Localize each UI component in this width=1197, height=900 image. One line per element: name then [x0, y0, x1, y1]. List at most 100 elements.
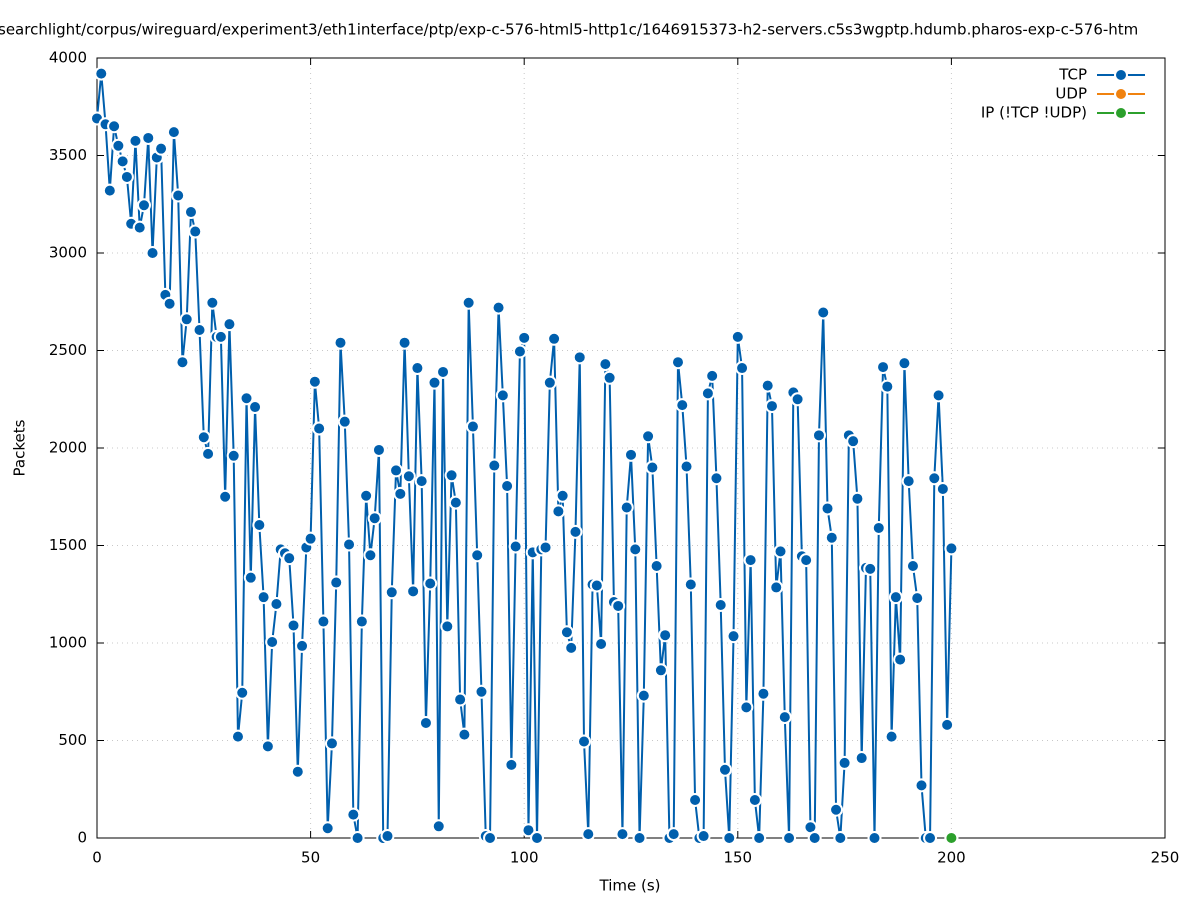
data-point [342, 537, 357, 552]
data-point [243, 570, 258, 585]
data-point [645, 460, 660, 475]
data-point [295, 638, 310, 653]
data-point [303, 531, 318, 546]
data-point [641, 429, 656, 444]
data-point [371, 442, 386, 457]
data-point [470, 548, 485, 563]
y-tick-label: 0 [77, 829, 87, 847]
y-tick-label: 1500 [49, 536, 87, 554]
data-point [111, 138, 126, 153]
data-point [145, 246, 160, 260]
data-point [666, 827, 681, 842]
data-point [542, 375, 557, 390]
data-point [713, 597, 728, 612]
data-point [833, 831, 848, 845]
legend-label: IP (!TCP !UDP) [981, 104, 1087, 122]
data-point [551, 504, 566, 519]
data-point [876, 360, 891, 375]
data-point [418, 715, 433, 730]
data-point [675, 398, 690, 413]
data-point [175, 355, 190, 370]
data-point [226, 448, 241, 463]
data-point [397, 335, 412, 350]
data-point [670, 355, 685, 370]
data-point [888, 590, 903, 605]
data-point [213, 329, 228, 344]
data-point [457, 727, 472, 742]
data-point [863, 561, 878, 576]
data-point [218, 489, 233, 504]
data-point [739, 700, 754, 715]
data-point [944, 831, 959, 845]
data-point [730, 329, 745, 344]
data-point [905, 558, 920, 573]
data-point [598, 357, 613, 372]
data-point [453, 692, 468, 707]
data-point [192, 323, 207, 338]
data-point [931, 388, 946, 403]
data-point [94, 66, 109, 81]
data-point [329, 575, 344, 590]
data-point [183, 205, 198, 220]
data-point [307, 374, 322, 389]
legend-label: UDP [1055, 85, 1087, 103]
x-tick-label: 200 [937, 849, 966, 867]
data-point [615, 827, 630, 842]
legend-label: TCP [1058, 66, 1087, 84]
legend-marker [1114, 68, 1128, 82]
data-point [589, 578, 604, 593]
data-point [119, 169, 134, 184]
plot-border [96, 57, 1166, 839]
data-point [756, 686, 771, 701]
data-point [350, 831, 365, 845]
data-point [389, 463, 404, 478]
data-point [252, 518, 267, 533]
data-point [290, 764, 305, 779]
data-point [752, 831, 767, 845]
data-point [265, 635, 280, 650]
legend-marker [1114, 106, 1128, 120]
data-point [179, 312, 194, 327]
data-point [201, 446, 216, 461]
data-point [474, 684, 489, 699]
data-point [829, 802, 844, 817]
data-point [312, 421, 327, 436]
data-point [166, 125, 181, 140]
data-point [649, 558, 664, 573]
data-point [136, 198, 151, 213]
data-point [935, 481, 950, 496]
data-point [248, 400, 263, 415]
x-tick-label: 100 [510, 849, 539, 867]
data-point [581, 827, 596, 842]
data-point [760, 378, 775, 393]
data-point [679, 459, 694, 474]
data-point [799, 553, 814, 568]
data-point [743, 553, 758, 568]
data-point [354, 614, 369, 629]
data-point [102, 183, 117, 198]
data-point [461, 295, 476, 310]
data-point [893, 652, 908, 667]
data-point [260, 739, 275, 754]
data-point [128, 133, 143, 148]
data-point [141, 130, 156, 145]
data-point [487, 458, 502, 473]
data-point [820, 501, 835, 516]
data-point [717, 762, 732, 777]
data-point [880, 379, 895, 394]
data-point [107, 119, 122, 134]
data-point [324, 736, 339, 751]
data-point [282, 551, 297, 566]
data-point [444, 468, 459, 483]
data-point [410, 361, 425, 376]
data-point [132, 220, 147, 235]
data-point [944, 541, 959, 556]
data-point [568, 524, 583, 539]
data-point [483, 831, 498, 845]
data-point [619, 500, 634, 515]
data-point [577, 734, 592, 749]
data-point [393, 486, 408, 501]
data-point [807, 831, 822, 845]
